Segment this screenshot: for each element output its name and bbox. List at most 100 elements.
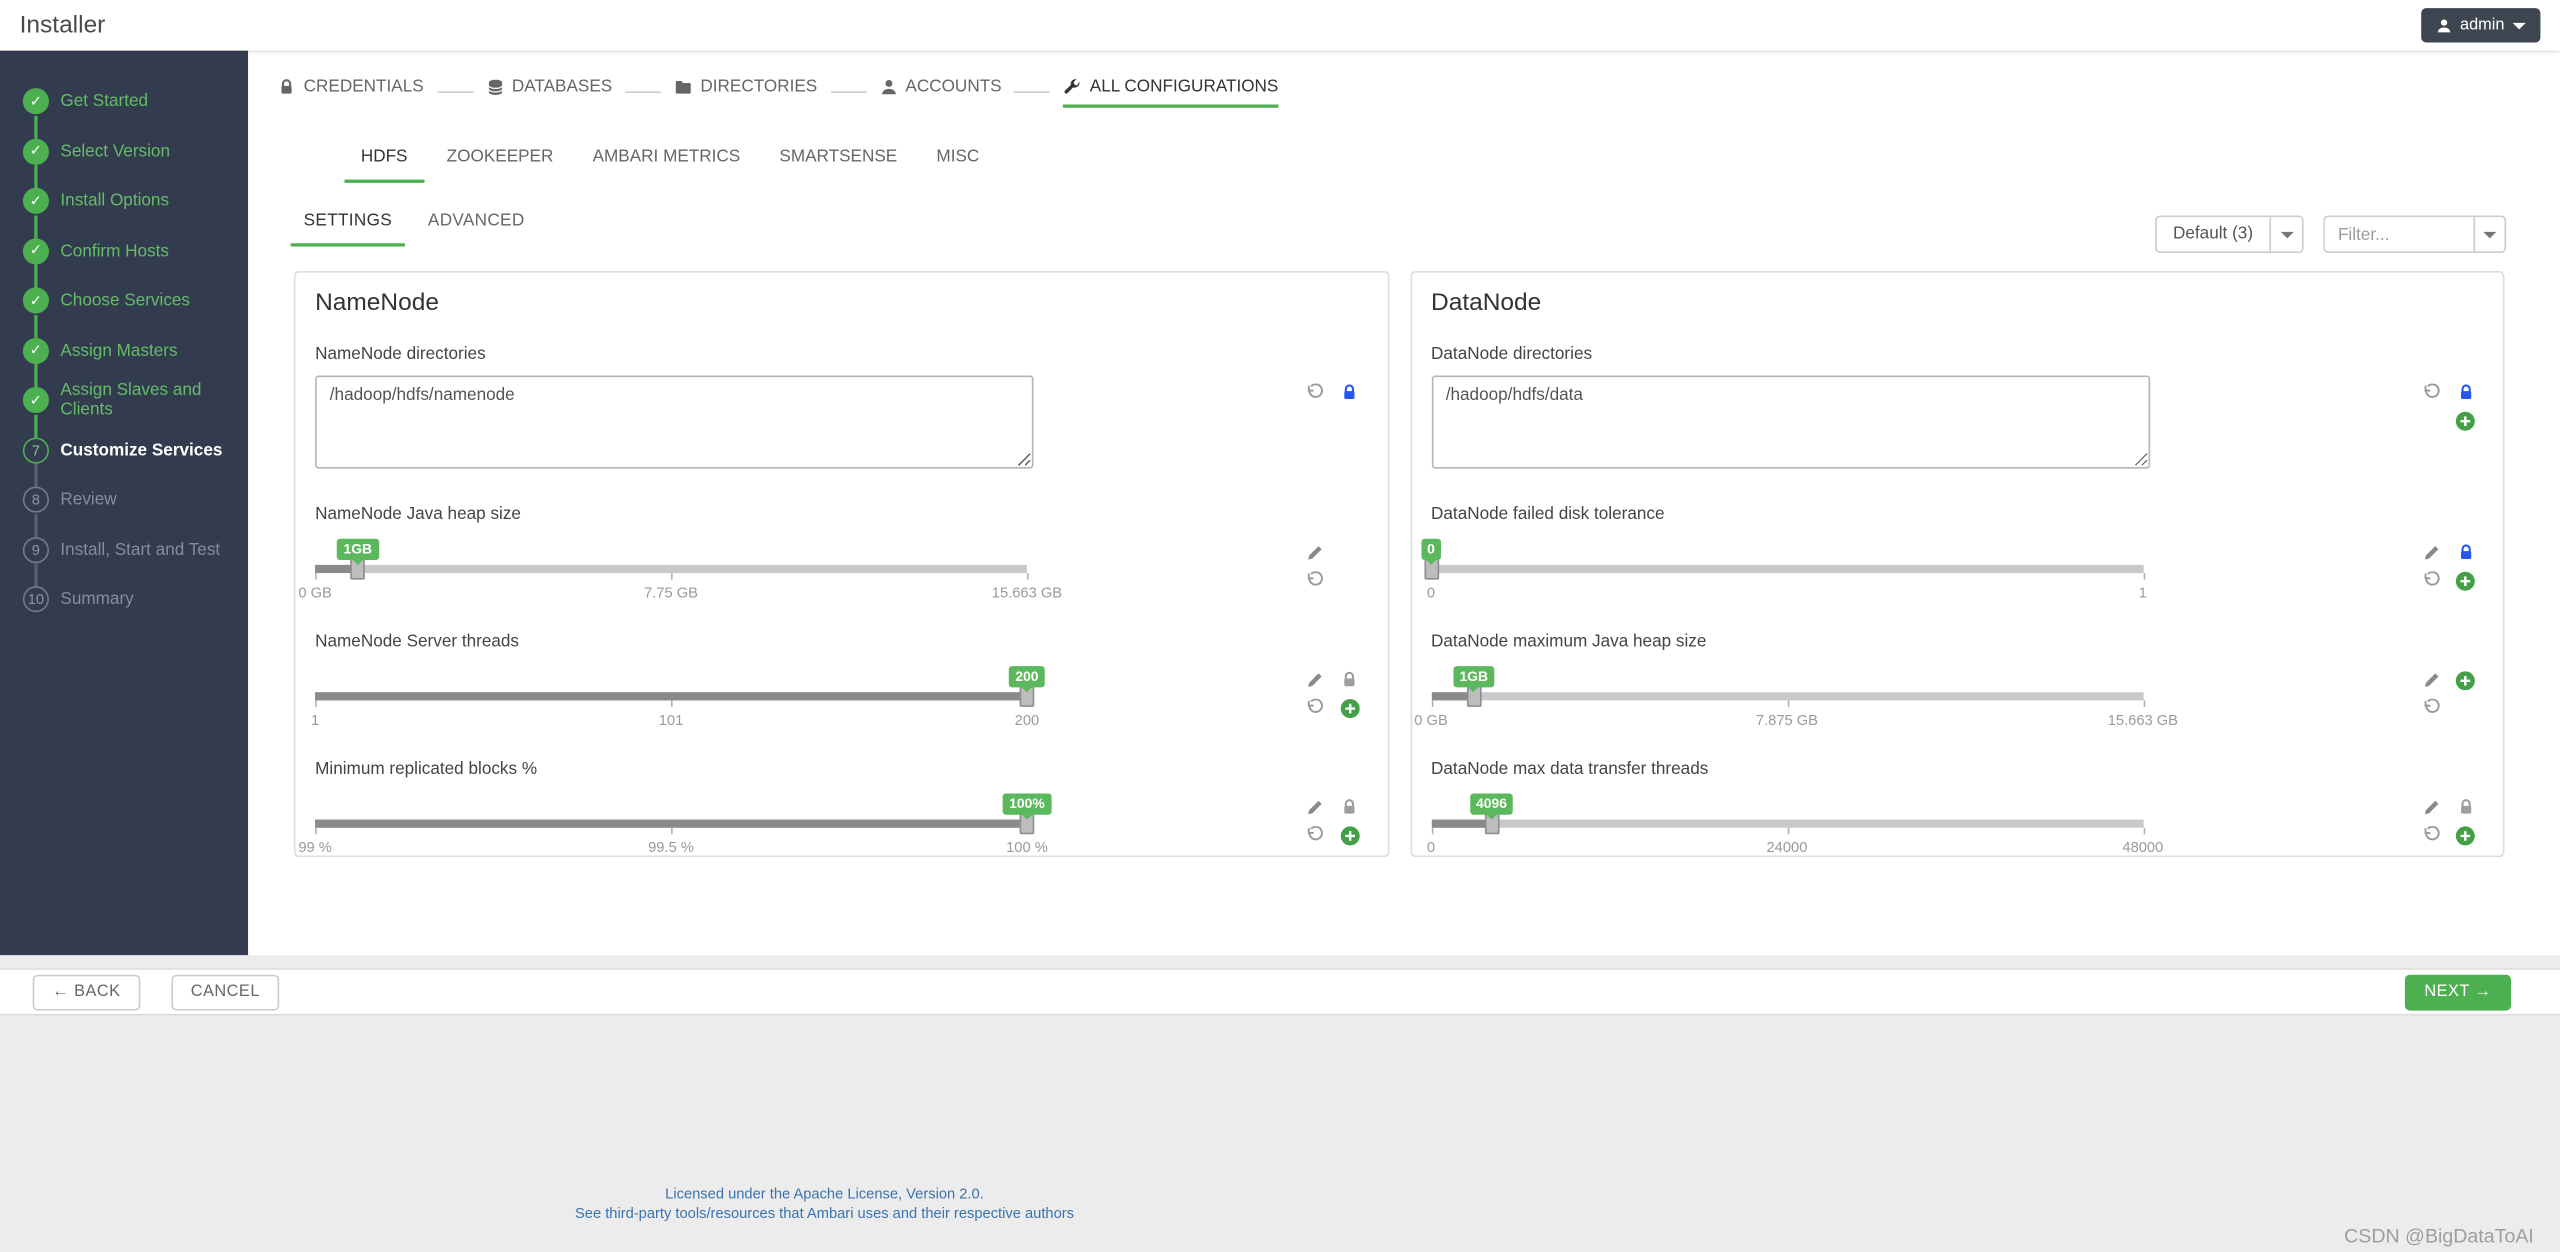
sidebar-step-review: 8 Review: [0, 463, 248, 525]
user-menu-button[interactable]: admin: [2420, 8, 2541, 43]
config-label: NameNode directories: [315, 344, 486, 365]
sidebar-step-get-started[interactable]: ✓ Get Started: [0, 77, 248, 127]
config-group-dropdown[interactable]: Default (3): [2155, 215, 2304, 254]
undo-icon[interactable]: [1306, 383, 1324, 402]
service-tab-hdfs[interactable]: HDFS: [344, 147, 424, 183]
slider-track[interactable]: [1431, 685, 2145, 707]
service-tab-zookeeper[interactable]: ZOOKEEPER: [446, 146, 554, 167]
sidebar-step-choose-services[interactable]: ✓ Choose Services: [0, 264, 248, 326]
undo-icon[interactable]: [1306, 571, 1324, 589]
add-icon[interactable]: [2455, 571, 2476, 591]
step-number: 10: [22, 586, 49, 613]
service-tab-misc[interactable]: MISC: [936, 146, 980, 167]
content-area: CREDENTIALS DATABASES DIRECTORIES ACCOUN…: [248, 50, 2560, 956]
chevron-down-icon: [2483, 231, 2497, 238]
slider-track[interactable]: [1423, 558, 2145, 580]
watermark: CSDN @BigDataToAI: [2344, 1224, 2534, 1248]
slider-fill: [315, 692, 1027, 701]
sidebar-step-confirm-hosts[interactable]: ✓ Confirm Hosts: [0, 214, 248, 276]
lock-icon[interactable]: [1340, 671, 1358, 689]
slider-track[interactable]: [315, 813, 1035, 835]
undo-icon[interactable]: [2422, 383, 2440, 402]
edit-icon[interactable]: [2422, 798, 2440, 816]
tab-advanced[interactable]: ADVANCED: [427, 210, 525, 231]
config-label: DataNode maximum Java heap size: [1431, 631, 1707, 652]
slider-track[interactable]: [1431, 813, 2145, 835]
chevron-down-icon: [2279, 231, 2294, 238]
next-button[interactable]: NEXT →: [2404, 973, 2512, 1010]
filter-dropdown-button[interactable]: [2473, 215, 2507, 254]
sidebar-step-install-options[interactable]: ✓ Install Options: [0, 165, 248, 226]
wizard-action-bar: ← BACK CANCEL NEXT →: [0, 968, 2560, 1016]
server-threads-slider: 200 1 101 200: [311, 666, 1046, 731]
sidebar-step-select-version[interactable]: ✓ Select Version: [0, 115, 248, 177]
tab-all-configurations[interactable]: ALL CONFIGURATIONS: [1063, 77, 1279, 108]
step-label: Install, Start and Test: [60, 539, 221, 560]
service-tab-ambari-metrics[interactable]: AMBARI METRICS: [592, 146, 741, 167]
sidebar-step-customize-services[interactable]: 7 Customize Services: [0, 414, 248, 475]
folder-icon: [675, 80, 691, 93]
edit-icon[interactable]: [2422, 544, 2440, 562]
edit-icon[interactable]: [2422, 671, 2440, 689]
tick-label: 7.875 GB: [1755, 711, 1818, 729]
tick-labels: 0 24000 48000: [1427, 839, 2163, 859]
lock-icon[interactable]: [1340, 798, 1358, 816]
tick-mark: [2142, 573, 2145, 580]
tab-directories[interactable]: DIRECTORIES: [674, 77, 817, 108]
field-icons: [1304, 383, 1361, 402]
tab-accounts[interactable]: ACCOUNTS: [879, 77, 1002, 108]
sidebar-step-assign-masters[interactable]: ✓ Assign Masters: [0, 314, 248, 376]
step-label: Assign Slaves and Clients: [60, 380, 202, 420]
cancel-button[interactable]: CANCEL: [171, 973, 280, 1010]
tick-label: 0 GB: [1414, 711, 1448, 729]
tab-databases[interactable]: DATABASES: [486, 77, 612, 108]
user-icon: [881, 79, 896, 94]
filter-group: [2323, 215, 2507, 254]
back-button[interactable]: ← BACK: [32, 973, 141, 1010]
lock-icon[interactable]: [2456, 798, 2474, 816]
add-icon[interactable]: [2455, 671, 2476, 691]
tick-mark: [671, 700, 673, 707]
field-datanode-max-heap: DataNode maximum Java heap size 1GB: [1414, 631, 2483, 732]
add-icon[interactable]: [1339, 699, 1360, 719]
field-icons: [2420, 383, 2477, 431]
license-link[interactable]: Licensed under the Apache License, Versi…: [665, 1185, 984, 1202]
field-max-data-transfer-threads: DataNode max data transfer threads 4096: [1427, 759, 2483, 859]
add-icon[interactable]: [2455, 411, 2476, 431]
lock-icon: [281, 78, 292, 93]
sidebar-step-assign-slaves[interactable]: ✓ Assign Slaves and Clients: [0, 364, 248, 426]
edit-icon[interactable]: [1306, 671, 1324, 689]
undo-icon[interactable]: [1306, 825, 1324, 844]
add-icon[interactable]: [2455, 826, 2476, 846]
lock-icon[interactable]: [2456, 384, 2474, 402]
service-tab-smartsense[interactable]: SMARTSENSE: [779, 146, 898, 167]
step-number: 9: [22, 536, 49, 563]
tick-label: 15.663 GB: [991, 584, 1063, 601]
edit-icon[interactable]: [1306, 544, 1324, 562]
undo-icon[interactable]: [1306, 698, 1324, 717]
field-icons: [2420, 544, 2477, 591]
tick-mark: [1431, 700, 1433, 707]
replicated-blocks-slider: 100% 99 % 99.5 % 100 %: [298, 793, 1052, 859]
tab-credentials[interactable]: CREDENTIALS: [278, 77, 424, 108]
tick-labels: 0 1: [1427, 584, 2147, 604]
config-group-caret-button[interactable]: [2269, 217, 2303, 252]
breadcrumb-separator: [1014, 91, 1051, 94]
disk-tolerance-slider: 0 0 1: [1420, 538, 2147, 604]
datanode-directories-textarea[interactable]: /hadoop/hdfs/data: [1431, 375, 2150, 469]
lock-icon[interactable]: [2456, 544, 2474, 562]
namenode-directories-textarea[interactable]: /hadoop/hdfs/namenode: [315, 375, 1034, 469]
undo-icon[interactable]: [2422, 571, 2440, 589]
tab-settings[interactable]: SETTINGS: [290, 211, 406, 247]
lock-icon[interactable]: [1340, 384, 1358, 402]
filter-input[interactable]: [2323, 215, 2474, 254]
add-icon[interactable]: [1339, 826, 1360, 846]
edit-icon[interactable]: [1306, 798, 1324, 816]
undo-icon[interactable]: [2422, 698, 2440, 717]
slider-track[interactable]: [315, 558, 1029, 580]
tick-label: 7.75 GB: [644, 584, 698, 601]
third-party-link[interactable]: See third-party tools/resources that Amb…: [574, 1204, 1075, 1221]
slider-track[interactable]: [315, 685, 1035, 707]
undo-icon[interactable]: [2422, 825, 2440, 844]
